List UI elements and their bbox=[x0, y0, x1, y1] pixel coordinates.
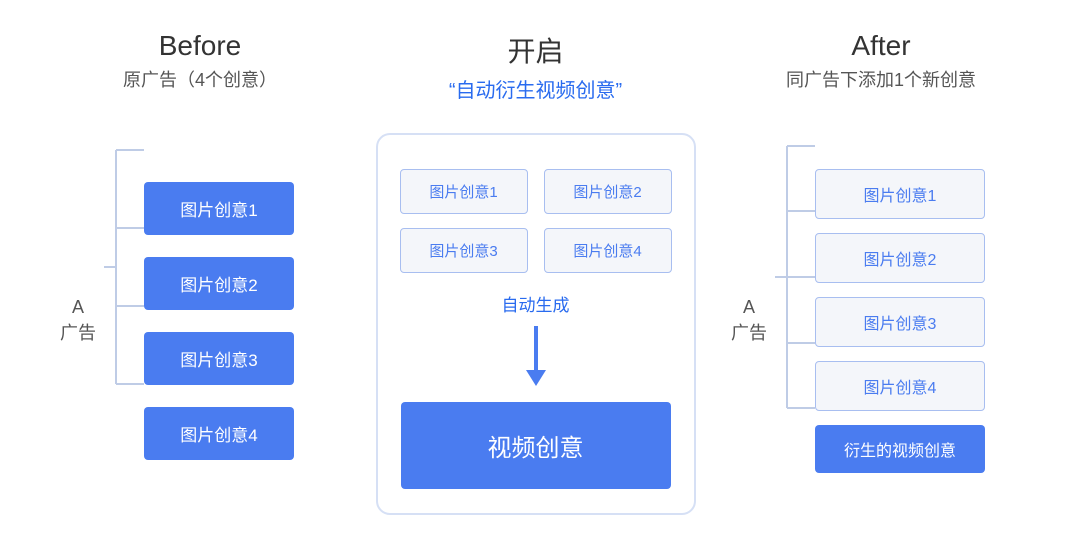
before-column: Before 原广告（4个创意） A 广告 图片创意1 图片创意2 图片创意3 … bbox=[60, 30, 340, 519]
center-subtitle: “自动衍生视频创意” bbox=[449, 74, 622, 103]
after-item: 图片创意2 bbox=[815, 233, 985, 283]
center-frame: 图片创意1 图片创意2 图片创意3 图片创意4 自动生成 视频创意 bbox=[376, 133, 696, 515]
center-grid-item: 图片创意4 bbox=[544, 228, 672, 273]
before-header: Before 原广告（4个创意） bbox=[60, 30, 340, 92]
center-header: 开启 “自动衍生视频创意” bbox=[449, 30, 622, 103]
before-connector-icon bbox=[104, 122, 144, 412]
before-root-label: A 广告 bbox=[60, 295, 96, 345]
before-item: 图片创意3 bbox=[144, 332, 294, 385]
after-items: 图片创意1 图片创意2 图片创意3 图片创意4 衍生的视频创意 bbox=[815, 169, 1031, 473]
after-derived-item: 衍生的视频创意 bbox=[815, 425, 985, 473]
after-item: 图片创意3 bbox=[815, 297, 985, 347]
after-connector-icon bbox=[775, 122, 815, 432]
center-title: 开启 bbox=[449, 30, 622, 70]
center-grid-item: 图片创意2 bbox=[544, 169, 672, 214]
after-title: After bbox=[731, 30, 1031, 62]
after-header: After 同广告下添加1个新创意 bbox=[731, 30, 1031, 92]
center-column: 开启 “自动衍生视频创意” 图片创意1 图片创意2 图片创意3 图片创意4 自动… bbox=[361, 30, 711, 519]
before-title: Before bbox=[60, 30, 340, 62]
center-grid-item: 图片创意3 bbox=[400, 228, 528, 273]
arrow-down-icon bbox=[526, 326, 546, 386]
video-output-box: 视频创意 bbox=[401, 402, 671, 489]
before-item: 图片创意4 bbox=[144, 407, 294, 460]
before-item: 图片创意2 bbox=[144, 257, 294, 310]
before-items: 图片创意1 图片创意2 图片创意3 图片创意4 bbox=[144, 182, 340, 460]
center-grid-item: 图片创意1 bbox=[400, 169, 528, 214]
after-subtitle: 同广告下添加1个新创意 bbox=[731, 66, 1031, 92]
after-column: After 同广告下添加1个新创意 A 广告 图片创意1 图片创意2 图片创意3… bbox=[731, 30, 1031, 519]
before-tree: A 广告 图片创意1 图片创意2 图片创意3 图片创意4 bbox=[60, 122, 340, 519]
after-tree: A 广告 图片创意1 图片创意2 图片创意3 图片创意4 衍生的视频创意 bbox=[731, 122, 1031, 519]
after-item: 图片创意4 bbox=[815, 361, 985, 411]
center-grid: 图片创意1 图片创意2 图片创意3 图片创意4 bbox=[400, 169, 672, 273]
after-item: 图片创意1 bbox=[815, 169, 985, 219]
after-root-label: A 广告 bbox=[731, 295, 767, 345]
auto-generate-label: 自动生成 bbox=[502, 291, 570, 316]
before-subtitle: 原广告（4个创意） bbox=[60, 66, 340, 92]
before-item: 图片创意1 bbox=[144, 182, 294, 235]
